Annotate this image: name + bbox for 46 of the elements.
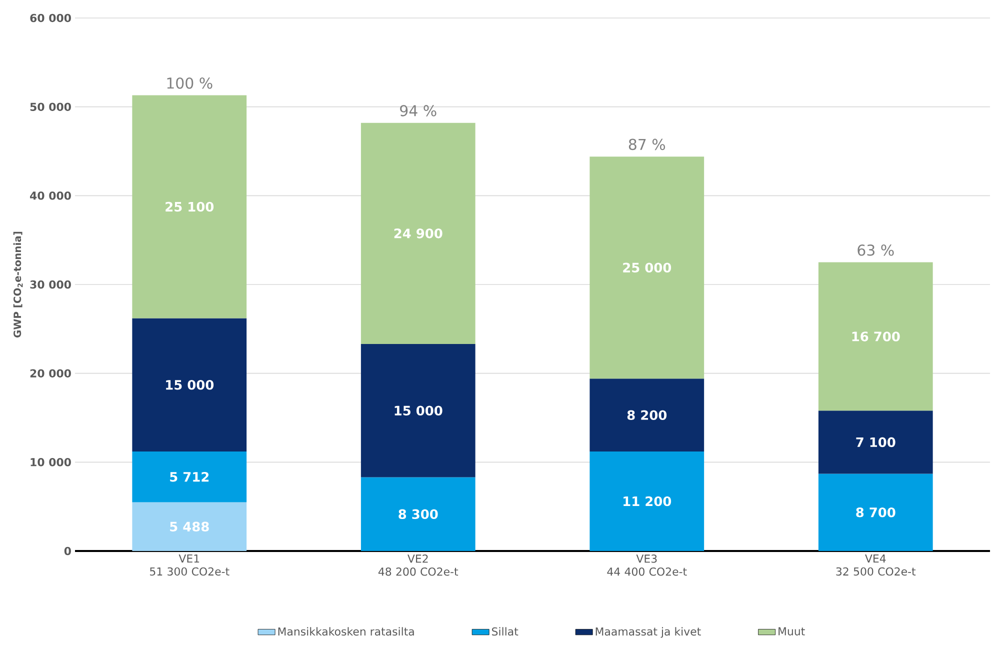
- y-tick-label: 50 000: [30, 102, 71, 111]
- y-tick-label: 40 000: [30, 192, 71, 200]
- bar: [132, 95, 247, 318]
- legend-label: Mansikkakosken ratasilta: [278, 627, 414, 636]
- annotation: 94 %: [400, 105, 436, 116]
- y-tick-label: 0: [64, 546, 71, 556]
- bar: [590, 378, 704, 452]
- bar: [132, 502, 247, 551]
- bar: [132, 452, 247, 502]
- x-tick-label: VE3 44 400 CO2e-t: [607, 554, 687, 576]
- annotation: 87 %: [628, 138, 666, 150]
- data-label: 8 300: [398, 509, 438, 520]
- x-tick-label: VE1 51 300 CO2e-t: [150, 554, 230, 576]
- data-label: 15 000: [394, 406, 442, 416]
- data-label: 8 700: [856, 507, 896, 518]
- bar: [590, 452, 704, 551]
- bar: [818, 410, 933, 474]
- annotation: 63 %: [858, 244, 894, 256]
- data-label: 7 100: [856, 437, 896, 448]
- bar: [360, 477, 476, 551]
- data-label: 15 000: [166, 380, 214, 390]
- data-label: 25 000: [623, 262, 672, 273]
- annotation: 100 %: [167, 77, 212, 89]
- bar: [818, 474, 933, 551]
- y-tick-label: 20 000: [30, 369, 71, 378]
- x-tick-label: VE2 48 200 CO2e-t: [378, 554, 458, 576]
- data-label: 11 200: [624, 496, 672, 506]
- bar: [360, 344, 476, 478]
- bar: [818, 262, 933, 411]
- y-tick-label: 10 000: [30, 458, 71, 466]
- data-label: 24 900: [394, 228, 442, 238]
- bar: [590, 156, 704, 379]
- y-tick-label: 60 000: [30, 14, 71, 22]
- legend-label: Maamassat ja kivet: [596, 627, 701, 638]
- legend-label: Sillat: [492, 627, 518, 636]
- data-label: 8 200: [627, 410, 667, 420]
- data-label: 16 700: [852, 332, 900, 342]
- y-tick-label: 30 000: [30, 280, 71, 289]
- data-label: 25 100: [166, 202, 214, 212]
- data-label: 5 488: [170, 522, 209, 532]
- legend-label: Muut: [778, 627, 805, 636]
- x-tick-label: VE4 32 500 CO2e-t: [836, 554, 916, 576]
- data-label: 5 712: [170, 472, 209, 482]
- y-axis-title: GWP [CO$_{2}$e-tonnia]: [13, 232, 23, 338]
- bar: [360, 122, 476, 344]
- bar: [132, 318, 247, 452]
